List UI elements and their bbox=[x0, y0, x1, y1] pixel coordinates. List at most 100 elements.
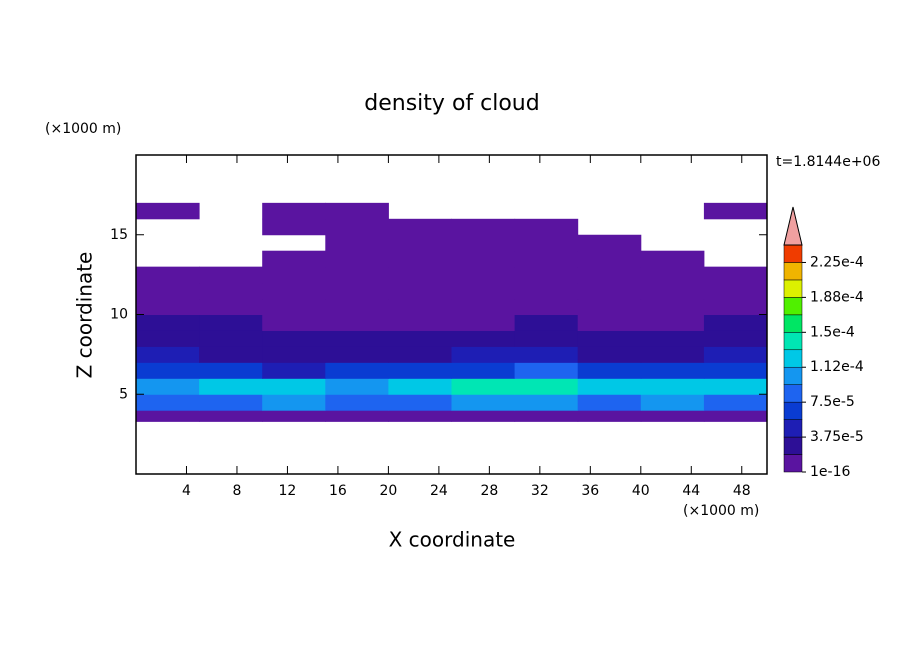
y-unit: (×1000 m) bbox=[45, 121, 121, 137]
contour-cell bbox=[199, 314, 263, 331]
contour-cell bbox=[451, 234, 516, 252]
contour-cell bbox=[640, 346, 705, 363]
colorbar-band bbox=[783, 279, 803, 298]
contour-cell bbox=[136, 202, 200, 220]
contour-cell bbox=[451, 346, 516, 363]
colorbar-band bbox=[783, 244, 803, 263]
contour-cell bbox=[388, 282, 452, 300]
contour-cell bbox=[262, 282, 326, 300]
contour-cell bbox=[325, 314, 389, 331]
contour-cell bbox=[640, 330, 705, 347]
x-tick-label: 44 bbox=[682, 483, 700, 499]
contour-cell bbox=[325, 394, 389, 411]
x-unit: (×1000 m) bbox=[683, 503, 759, 519]
colorbar-band bbox=[783, 436, 803, 455]
contour-cell bbox=[640, 378, 705, 395]
contour-cell bbox=[325, 362, 389, 379]
contour-cell bbox=[577, 234, 642, 252]
contour-cell bbox=[325, 298, 389, 315]
contour-cell bbox=[640, 282, 705, 300]
colorbar-band bbox=[783, 332, 803, 351]
x-tick-label: 28 bbox=[480, 483, 498, 499]
contour-cell bbox=[514, 362, 579, 379]
contour-cell bbox=[136, 362, 200, 379]
x-axis-label: X coordinate bbox=[389, 528, 516, 552]
contour-cell bbox=[514, 282, 579, 300]
contour-cell bbox=[703, 282, 768, 300]
contour-cell bbox=[262, 202, 326, 220]
colorbar-band bbox=[783, 314, 803, 333]
contour-cell bbox=[325, 330, 389, 347]
contour-cell bbox=[136, 298, 200, 315]
contour-cell bbox=[703, 298, 768, 315]
contour-cell bbox=[199, 362, 263, 379]
contour-cell bbox=[262, 410, 326, 422]
contour-cell bbox=[199, 330, 263, 347]
contour-cell bbox=[262, 314, 326, 331]
contour-cell bbox=[514, 250, 579, 268]
contour-cell bbox=[577, 314, 642, 331]
contour-cell bbox=[451, 378, 516, 395]
x-tick-label: 32 bbox=[531, 483, 549, 499]
contour-cell bbox=[451, 362, 516, 379]
colorbar-tick-label: 2.25e-4 bbox=[810, 254, 864, 270]
contour-cell bbox=[577, 346, 642, 363]
contour-cell bbox=[136, 394, 200, 411]
contour-cell bbox=[388, 314, 452, 331]
contour-cell bbox=[136, 314, 200, 331]
contour-cell bbox=[325, 410, 389, 422]
contour-cell bbox=[514, 410, 579, 422]
contour-cell bbox=[577, 250, 642, 268]
contour-cell bbox=[703, 346, 768, 363]
contour-cell bbox=[325, 250, 389, 268]
contour-cell bbox=[325, 266, 389, 284]
contour-cell bbox=[262, 378, 326, 395]
chart-title: density of cloud bbox=[364, 91, 539, 116]
contour-cell bbox=[388, 362, 452, 379]
contour-cell bbox=[451, 250, 516, 268]
contour-cell bbox=[388, 378, 452, 395]
contour-cell bbox=[514, 346, 579, 363]
contour-cell bbox=[703, 266, 768, 284]
contour-cell bbox=[199, 394, 263, 411]
colorbar-band bbox=[783, 262, 803, 281]
contour-cell bbox=[640, 314, 705, 331]
contour-cell bbox=[577, 298, 642, 315]
y-tick-label: 10 bbox=[110, 307, 128, 323]
y-tick-label: 15 bbox=[110, 227, 128, 243]
contour-cell bbox=[388, 218, 452, 236]
contour-cell bbox=[199, 282, 263, 300]
contour-cell bbox=[325, 202, 389, 220]
contour-cell bbox=[262, 298, 326, 315]
contour-cell bbox=[577, 330, 642, 347]
colorbar-band bbox=[783, 419, 803, 438]
x-tick-label: 24 bbox=[430, 483, 448, 499]
x-tick-label: 40 bbox=[632, 483, 650, 499]
contour-cell bbox=[325, 282, 389, 300]
contour-cell bbox=[451, 330, 516, 347]
contour-cell bbox=[388, 266, 452, 284]
contour-cell bbox=[388, 250, 452, 268]
y-tick-label: 5 bbox=[119, 386, 128, 402]
contour-cell bbox=[577, 378, 642, 395]
colorbar-tick-label: 1.12e-4 bbox=[810, 359, 864, 375]
contour-cell bbox=[514, 218, 579, 236]
x-tick-label: 48 bbox=[733, 483, 751, 499]
contour-cell bbox=[388, 298, 452, 315]
contour-cell bbox=[136, 330, 200, 347]
contour-cell bbox=[136, 346, 200, 363]
contour-cell bbox=[451, 410, 516, 422]
contour-cell bbox=[388, 346, 452, 363]
contour-cell bbox=[262, 394, 326, 411]
contour-cell bbox=[577, 282, 642, 300]
x-tick-label: 36 bbox=[581, 483, 599, 499]
colorbar-band bbox=[783, 454, 803, 473]
contour-cell bbox=[514, 266, 579, 284]
contour-cell bbox=[325, 346, 389, 363]
contour-cell bbox=[451, 394, 516, 411]
colorbar-tick-label: 1.88e-4 bbox=[810, 289, 864, 305]
contour-cell bbox=[640, 410, 705, 422]
contour-cell bbox=[703, 394, 768, 411]
contour-cell bbox=[640, 298, 705, 315]
